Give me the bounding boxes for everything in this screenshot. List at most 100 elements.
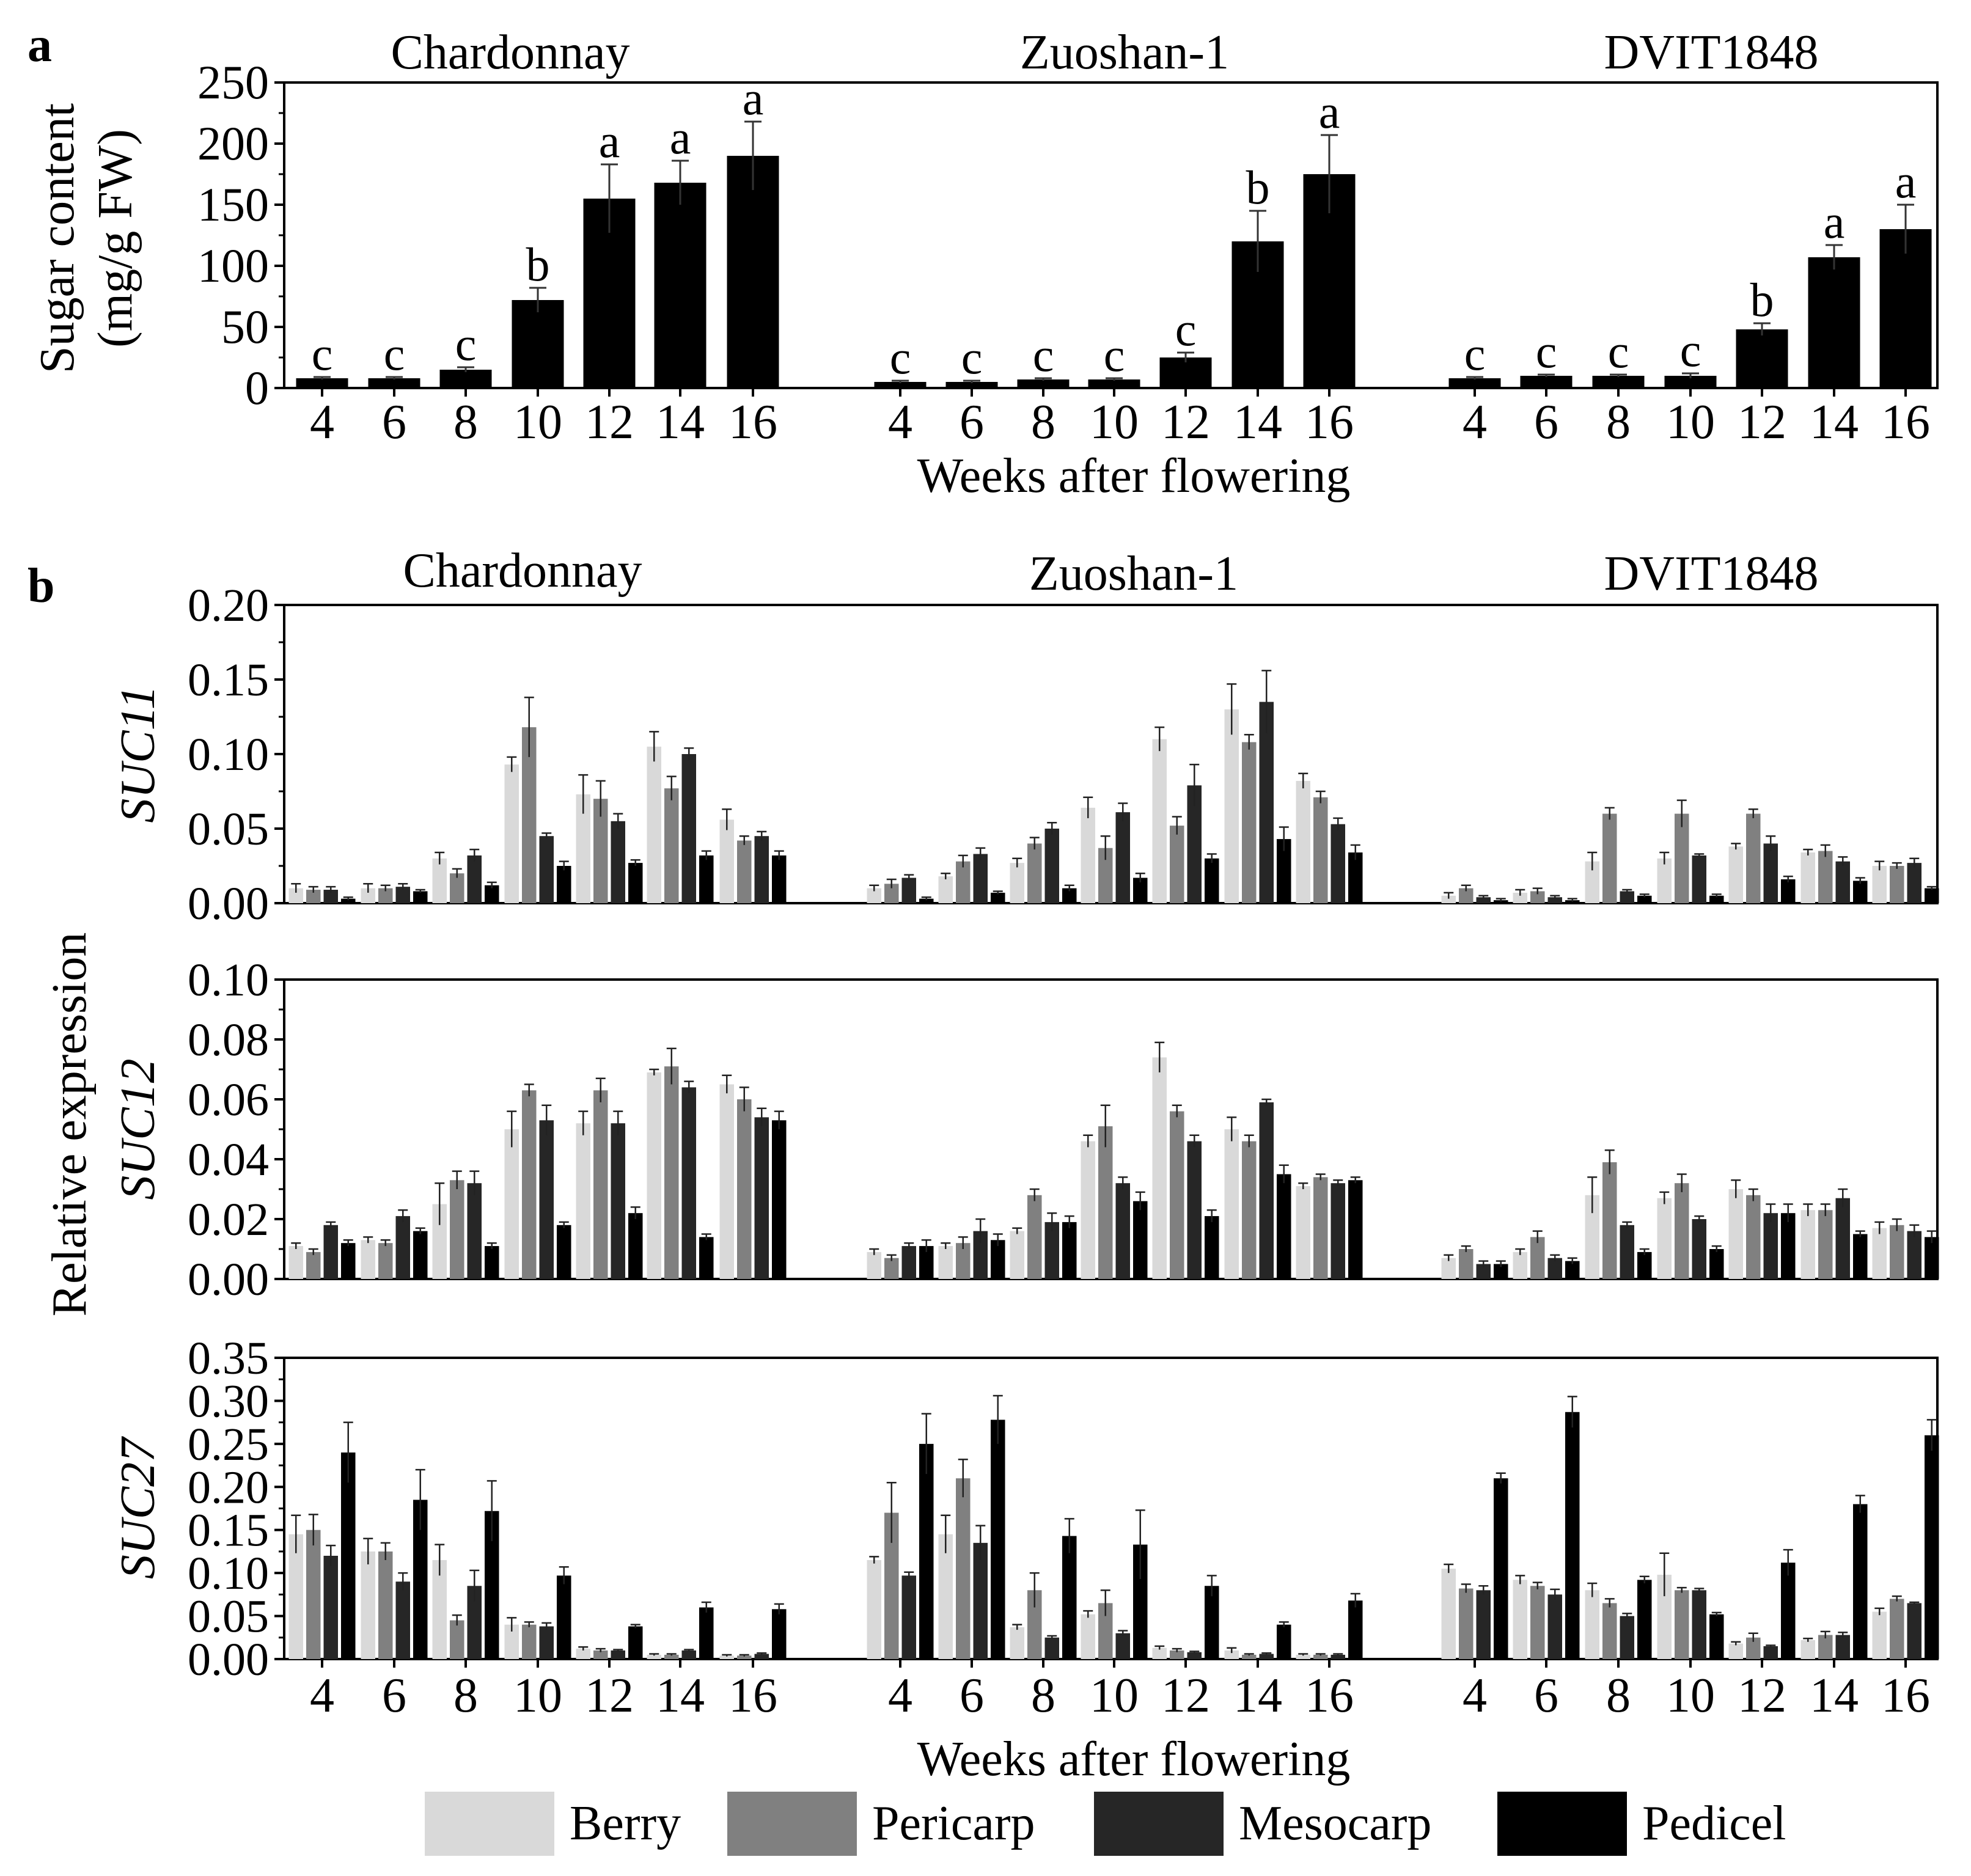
- bar-mesocarp: [1259, 1654, 1274, 1659]
- panel-a-sig-letter: c: [1104, 328, 1125, 381]
- panel-a-sig-letter: c: [961, 331, 983, 384]
- panel-a-xtick-label: 14: [1233, 395, 1282, 449]
- panel-a-xtick-label: 12: [1161, 395, 1210, 449]
- panel-b-xtick-label: 6: [382, 1669, 406, 1723]
- panel-a-cultivar-chardonnay: Chardonnay: [391, 26, 629, 79]
- bar-pedicel: [991, 1240, 1005, 1279]
- bar-pericarp: [1098, 1603, 1113, 1659]
- panel-a-sig-letter: c: [384, 327, 405, 380]
- bar-pericarp: [1459, 888, 1474, 903]
- panel-a-xtick-label: 4: [1463, 395, 1487, 449]
- bar-berry: [867, 888, 881, 903]
- bar-berry: [576, 794, 590, 903]
- bar-berry: [361, 888, 375, 903]
- bar-mesocarp: [1763, 1646, 1778, 1659]
- panel-b-cultivar-zuoshan: Zuoshan-1: [1029, 547, 1238, 601]
- panel-a-ytick-label: 50: [221, 300, 269, 353]
- legend: Berry Pericarp Mesocarp Pedicel: [425, 1792, 1786, 1856]
- subplot-ytick-label: 0.10: [188, 1548, 269, 1599]
- bar-pericarp: [1818, 1210, 1833, 1279]
- panel-a-sig-letter: a: [1824, 195, 1845, 248]
- bar-mesocarp: [1547, 897, 1562, 903]
- panel-a-sig-letter: c: [1608, 324, 1629, 378]
- subplot-gene-label: SUC27: [111, 1436, 165, 1579]
- bar-berry: [1513, 1580, 1527, 1659]
- panel-b-xtick-label: 4: [310, 1669, 334, 1723]
- bar-berry: [1081, 1614, 1095, 1659]
- bar-mesocarp: [323, 1225, 338, 1279]
- bar-berry: [1081, 1141, 1095, 1279]
- bar-mesocarp: [539, 1120, 554, 1279]
- panel-a-bar: [654, 183, 707, 388]
- bar-pedicel: [1133, 878, 1148, 903]
- panel-a-xtick-label: 8: [453, 395, 478, 449]
- bar-pericarp: [956, 861, 971, 903]
- panel-a-sig-letter: c: [1680, 323, 1701, 376]
- bar-berry: [719, 1084, 734, 1279]
- bar-pericarp: [450, 1180, 464, 1279]
- panel-b-xtick-label: 16: [1881, 1669, 1930, 1723]
- bar-pedicel: [628, 1213, 643, 1279]
- panel-a-bar: [945, 382, 998, 388]
- bar-mesocarp: [1476, 897, 1491, 903]
- bar-mesocarp: [539, 1626, 554, 1659]
- panel-a-sig-letter: b: [526, 238, 550, 291]
- bar-berry: [432, 1560, 447, 1659]
- panel-b-xtick-label: 14: [1810, 1669, 1859, 1723]
- bar-berry: [1585, 1590, 1599, 1659]
- bar-pedicel: [341, 898, 356, 903]
- bar-mesocarp: [681, 754, 696, 903]
- bar-mesocarp: [611, 821, 625, 903]
- panel-a-xlabel: Weeks after flowering: [917, 449, 1351, 503]
- bar-pericarp: [1170, 1650, 1184, 1659]
- subplot-ytick-label: 0.10: [188, 729, 269, 780]
- panel-b-label: b: [28, 559, 55, 613]
- subplot-gene-label: SUC12: [111, 1058, 165, 1200]
- bar-pedicel: [485, 1511, 499, 1659]
- bar-berry: [1800, 852, 1815, 903]
- panel-b-plots: 0.000.050.100.150.20SUC110.000.020.040.0…: [111, 580, 1939, 1723]
- panel-a-bar: [439, 370, 492, 388]
- bar-pedicel: [699, 1607, 714, 1659]
- bar-pedicel: [628, 1626, 643, 1659]
- bar-pedicel: [413, 891, 428, 903]
- bar-mesocarp: [1547, 1258, 1562, 1279]
- bar-pericarp: [664, 788, 679, 903]
- panel-a-sig-letter: c: [1033, 328, 1054, 381]
- bar-mesocarp: [1331, 1654, 1345, 1659]
- bar-pericarp: [593, 799, 608, 903]
- bar-pedicel: [1637, 1580, 1652, 1659]
- panel-a-xtick-label: 14: [1810, 395, 1859, 449]
- panel-a-xtick-label: 12: [585, 395, 634, 449]
- panel-a-bar: [1879, 229, 1932, 388]
- bar-berry: [719, 819, 734, 903]
- bar-berry: [647, 1072, 661, 1279]
- bar-pedicel: [485, 885, 499, 903]
- legend-label-pedicel: Pedicel: [1642, 1797, 1786, 1850]
- bar-berry: [1657, 858, 1672, 903]
- bar-pedicel: [1205, 1216, 1219, 1279]
- panel-a-sig-letter: b: [1750, 273, 1774, 326]
- bar-pedicel: [557, 866, 571, 903]
- bar-mesocarp: [611, 1650, 625, 1659]
- bar-mesocarp: [1620, 1616, 1634, 1659]
- panel-a-xtick-label: 14: [656, 395, 705, 449]
- bar-pedicel: [1133, 1201, 1148, 1279]
- bar-mesocarp: [467, 855, 482, 903]
- bar-pericarp: [1313, 1654, 1328, 1659]
- bar-mesocarp: [1187, 785, 1202, 903]
- bar-mesocarp: [1907, 1231, 1921, 1279]
- panel-a-ylabel-unit: (mg/g FW): [89, 129, 142, 348]
- bar-pericarp: [1818, 851, 1833, 903]
- bar-mesocarp: [1476, 1264, 1491, 1279]
- panel-a-sig-letter: c: [312, 327, 333, 380]
- subplot-ytick-label: 0.10: [188, 954, 269, 1006]
- bar-pericarp: [378, 1243, 393, 1279]
- bar-pericarp: [1746, 1195, 1761, 1279]
- bar-pericarp: [1242, 742, 1257, 903]
- bar-pericarp: [306, 1251, 321, 1279]
- bar-pedicel: [628, 863, 643, 903]
- panel-b-xtick-label: 12: [1738, 1669, 1786, 1723]
- bar-pericarp: [378, 1551, 393, 1659]
- bar-pedicel: [413, 1500, 428, 1659]
